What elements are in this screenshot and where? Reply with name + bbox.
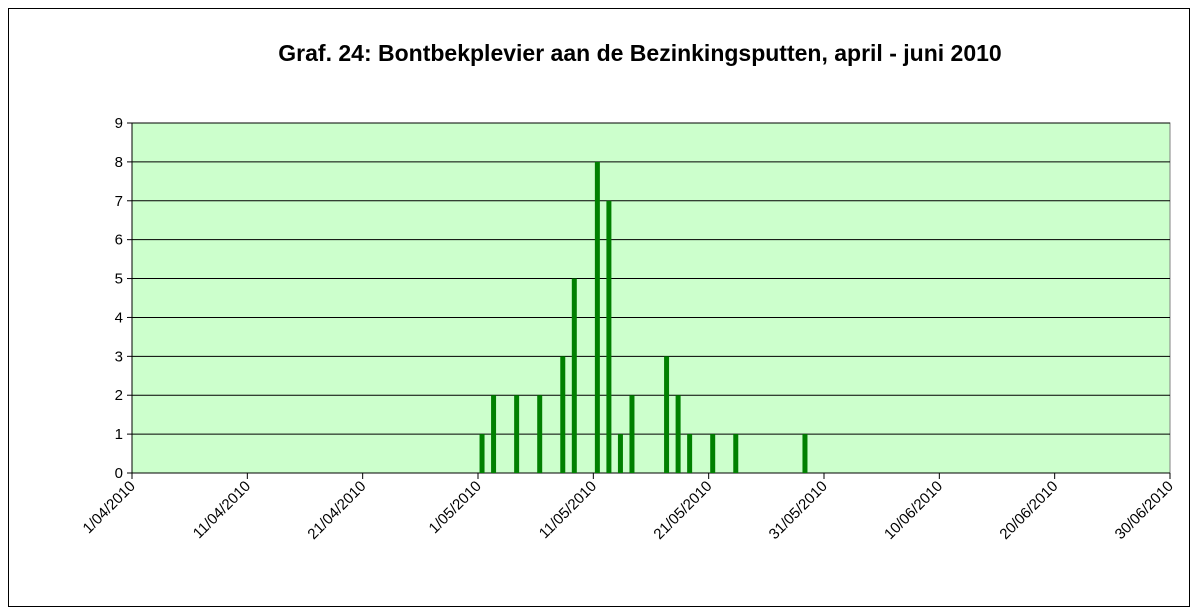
bar <box>629 395 635 473</box>
bar <box>710 434 716 473</box>
plot-area <box>131 122 1171 474</box>
y-tick-label: 5 <box>115 271 123 288</box>
bar <box>537 395 543 473</box>
y-tick-label: 8 <box>115 154 123 171</box>
bar <box>606 200 612 473</box>
bar <box>514 395 520 473</box>
bar <box>802 434 808 473</box>
bar <box>479 434 485 473</box>
y-tick-label: 1 <box>115 426 123 443</box>
bar <box>664 356 670 473</box>
y-tick-label: 3 <box>115 348 123 365</box>
y-tick-label: 6 <box>115 232 123 249</box>
bar <box>571 278 577 473</box>
y-tick-label: 9 <box>115 115 123 132</box>
bar <box>560 356 566 473</box>
bar <box>675 395 681 473</box>
y-tick-label: 7 <box>115 193 123 210</box>
bar <box>617 434 623 473</box>
y-tick-label: 2 <box>115 387 123 404</box>
bar <box>733 434 739 473</box>
bar <box>594 161 600 473</box>
y-tick-label: 4 <box>115 309 123 326</box>
bar <box>687 434 693 473</box>
y-tick-label: 0 <box>115 465 123 482</box>
chart-title: Graf. 24: Bontbekplevier aan de Bezinkin… <box>278 40 1002 66</box>
bar <box>491 395 497 473</box>
